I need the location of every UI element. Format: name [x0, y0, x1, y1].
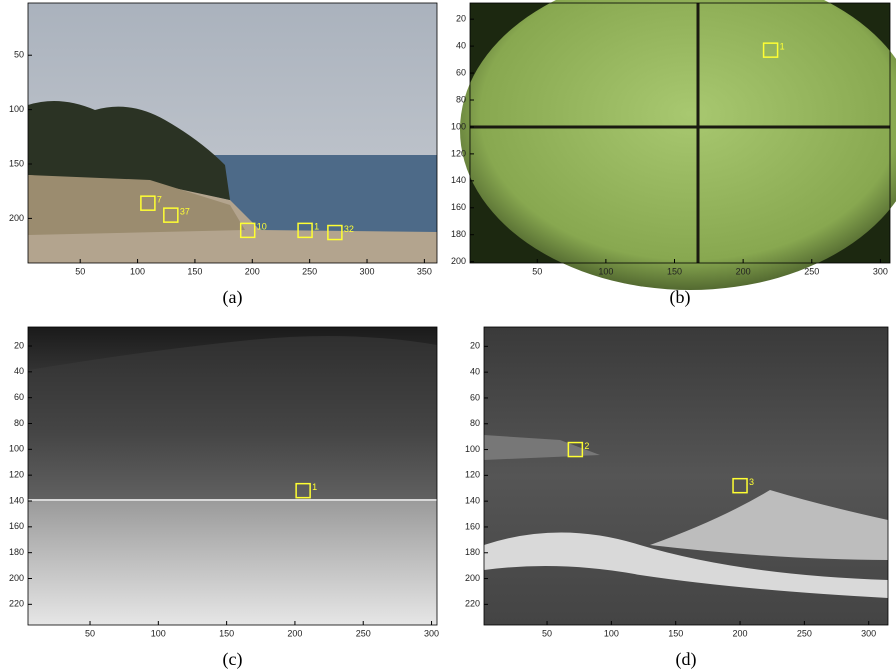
x-tick-label: 300 [424, 628, 439, 638]
detection-label: 1 [780, 42, 785, 52]
y-tick-label: 220 [9, 599, 24, 609]
y-tick-label: 60 [456, 67, 466, 77]
detection-label: 7 [157, 195, 162, 205]
x-tick-label: 200 [245, 266, 260, 276]
x-tick-label: 50 [75, 266, 85, 276]
x-tick-label: 250 [804, 266, 819, 276]
detection-label: 1 [312, 482, 317, 492]
x-tick-label: 200 [733, 628, 748, 638]
y-tick-label: 40 [470, 367, 480, 377]
x-tick-label: 300 [861, 628, 876, 638]
caption: (c) [223, 649, 243, 670]
caption: (b) [670, 287, 691, 308]
y-tick-label: 80 [14, 418, 24, 428]
y-tick-label: 40 [456, 40, 466, 50]
image-c [28, 327, 437, 625]
y-tick-label: 80 [456, 94, 466, 104]
y-tick-label: 200 [9, 213, 24, 223]
x-tick-label: 100 [130, 266, 145, 276]
y-tick-label: 100 [451, 121, 466, 131]
x-tick-label: 150 [219, 628, 234, 638]
y-tick-label: 20 [456, 14, 466, 24]
y-tick-label: 20 [470, 341, 480, 351]
y-tick-label: 100 [465, 444, 480, 454]
x-tick-label: 200 [287, 628, 302, 638]
detection-label: 3 [749, 477, 754, 487]
y-tick-label: 60 [470, 392, 480, 402]
y-tick-label: 200 [9, 573, 24, 583]
y-tick-label: 120 [9, 470, 24, 480]
y-tick-label: 20 [14, 340, 24, 350]
y-tick-label: 80 [470, 418, 480, 428]
y-tick-label: 120 [451, 148, 466, 158]
image-a [28, 3, 437, 263]
x-tick-label: 50 [85, 628, 95, 638]
y-tick-label: 100 [9, 104, 24, 114]
x-tick-label: 250 [356, 628, 371, 638]
y-tick-label: 160 [9, 521, 24, 531]
x-tick-label: 150 [667, 266, 682, 276]
x-tick-label: 150 [187, 266, 202, 276]
caption: (d) [676, 649, 697, 670]
y-tick-label: 100 [9, 444, 24, 454]
x-tick-label: 300 [360, 266, 375, 276]
y-tick-label: 180 [465, 547, 480, 557]
image-b [460, 0, 896, 290]
x-tick-label: 50 [542, 628, 552, 638]
y-tick-label: 120 [465, 470, 480, 480]
y-tick-label: 140 [451, 175, 466, 185]
detection-label: 10 [257, 222, 267, 232]
y-tick-label: 200 [465, 573, 480, 583]
y-tick-label: 150 [9, 158, 24, 168]
x-tick-label: 300 [873, 266, 888, 276]
y-tick-label: 160 [451, 202, 466, 212]
detection-label: 37 [180, 207, 190, 217]
y-tick-label: 50 [14, 50, 24, 60]
caption: (a) [223, 287, 243, 308]
figure: 501001502002503003505010015020073710132(… [0, 0, 896, 670]
detection-label: 32 [344, 224, 354, 234]
x-tick-label: 250 [797, 628, 812, 638]
image-d [484, 327, 888, 625]
y-tick-label: 60 [14, 392, 24, 402]
x-tick-label: 350 [417, 266, 432, 276]
y-tick-label: 140 [465, 496, 480, 506]
x-tick-label: 150 [668, 628, 683, 638]
y-tick-label: 220 [465, 599, 480, 609]
y-tick-label: 180 [9, 547, 24, 557]
detection-label: 2 [584, 441, 589, 451]
x-tick-label: 250 [302, 266, 317, 276]
x-tick-label: 100 [604, 628, 619, 638]
y-tick-label: 160 [465, 521, 480, 531]
y-tick-label: 140 [9, 495, 24, 505]
y-tick-label: 200 [451, 256, 466, 266]
x-tick-label: 100 [151, 628, 166, 638]
x-tick-label: 100 [598, 266, 613, 276]
detection-label: 1 [314, 222, 319, 232]
x-tick-label: 200 [736, 266, 751, 276]
y-tick-label: 40 [14, 366, 24, 376]
x-tick-label: 50 [532, 266, 542, 276]
y-tick-label: 180 [451, 229, 466, 239]
